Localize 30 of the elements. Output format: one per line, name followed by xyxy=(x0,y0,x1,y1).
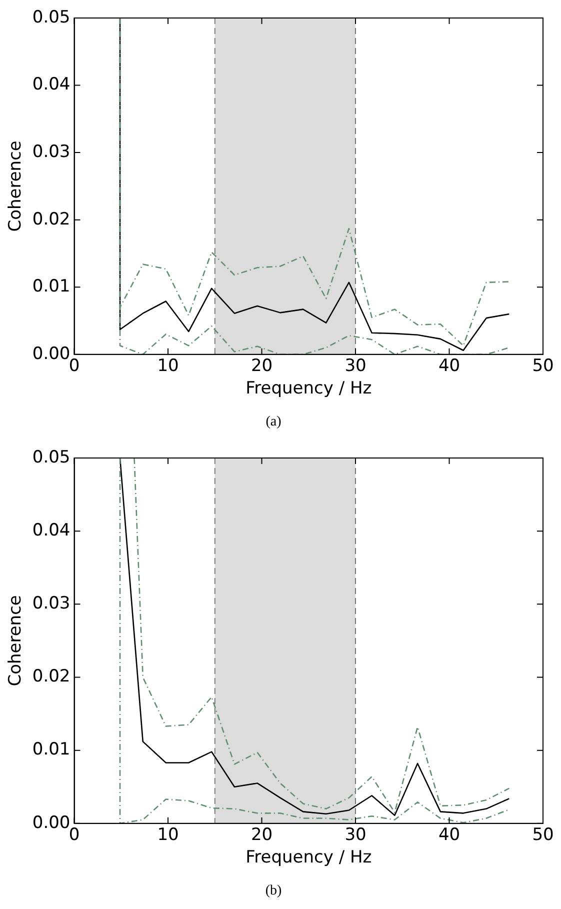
y-axis-title: Coherence xyxy=(6,140,26,232)
x-axis-title: Frequency / Hz xyxy=(246,378,372,398)
x-tick-label: 40 xyxy=(438,356,460,376)
y-tick-label: 0.02 xyxy=(32,209,70,230)
x-tick-label: 10 xyxy=(157,356,179,376)
x-tick-label: 40 xyxy=(438,825,460,846)
y-axis-title: Coherence xyxy=(6,595,26,686)
x-tick-label: 30 xyxy=(344,825,366,846)
y-tick-label: 0.02 xyxy=(32,666,70,687)
y-tick-label: 0.01 xyxy=(32,276,70,297)
y-tick-label: 0.00 xyxy=(32,344,70,364)
text: (b) xyxy=(265,883,282,898)
x-axis-title: Frequency / Hz xyxy=(246,847,372,868)
y-tick-label: 0.01 xyxy=(32,740,70,760)
text: (a) xyxy=(266,414,282,430)
x-tick-label: 50 xyxy=(532,356,554,376)
y-tick-label: 0.04 xyxy=(32,520,70,540)
x-tick-label: 0 xyxy=(68,356,80,376)
y-tick-label: 0.05 xyxy=(32,7,70,28)
y-tick-label: 0.04 xyxy=(32,74,70,95)
x-tick-label: 20 xyxy=(250,356,273,376)
x-tick-label: 10 xyxy=(157,825,179,846)
y-tick-label: 0.05 xyxy=(32,447,70,468)
x-tick-label: 20 xyxy=(250,825,273,846)
x-tick-label: 0 xyxy=(68,825,80,846)
y-tick-label: 0.00 xyxy=(32,812,70,833)
y-tick-label: 0.03 xyxy=(32,594,70,614)
x-tick-label: 50 xyxy=(532,825,554,846)
x-tick-label: 30 xyxy=(344,356,366,376)
y-tick-label: 0.03 xyxy=(32,142,70,162)
